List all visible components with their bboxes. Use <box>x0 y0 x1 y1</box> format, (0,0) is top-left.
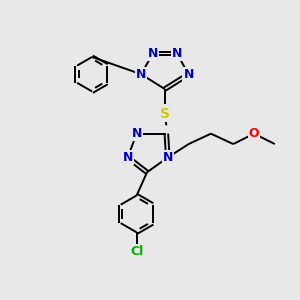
Text: S: S <box>160 107 170 121</box>
Text: N: N <box>122 151 133 164</box>
Text: N: N <box>163 151 173 164</box>
Text: N: N <box>136 68 146 81</box>
Text: Cl: Cl <box>130 244 143 258</box>
Text: N: N <box>184 68 194 81</box>
Text: N: N <box>148 47 158 60</box>
Text: O: O <box>249 127 259 140</box>
Text: N: N <box>172 47 182 60</box>
Text: N: N <box>131 127 142 140</box>
